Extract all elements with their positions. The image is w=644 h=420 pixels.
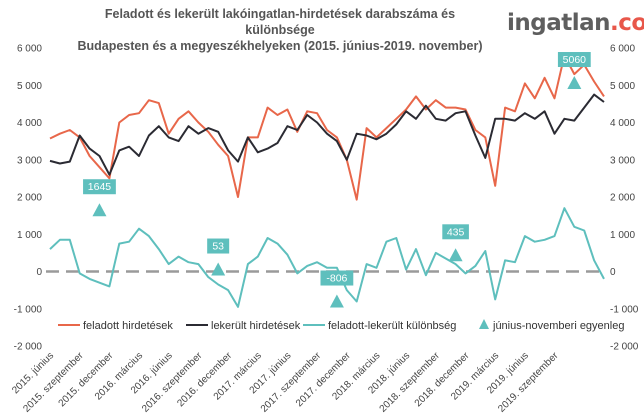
callout-box bbox=[442, 224, 469, 240]
y-tick-label-left: 5 000 bbox=[17, 81, 42, 92]
callout-label: 435 bbox=[447, 226, 465, 238]
chart-title: Feladott és lekerült lakóingatlan-hirdet… bbox=[70, 6, 490, 54]
y-tick-label-right: -2 000 bbox=[610, 342, 639, 353]
y-tick-label-right: 3 000 bbox=[610, 155, 635, 166]
legend-swatch-marker bbox=[479, 319, 489, 329]
y-tick-label-left: 3 000 bbox=[17, 155, 42, 166]
y-tick-label-right: -1 000 bbox=[610, 304, 639, 315]
ingatlan-logo: ingatlan.com bbox=[507, 10, 644, 36]
y-tick-label-left: 4 000 bbox=[17, 118, 42, 129]
y-tick-label-right: 6 000 bbox=[610, 44, 635, 55]
y-tick-label-right: 5 000 bbox=[610, 81, 635, 92]
legend-label-marker: június-novemberi egyenleg bbox=[492, 320, 624, 332]
legend-label-lekerult: lekerült hirdetések bbox=[211, 320, 301, 332]
callout-box bbox=[320, 270, 354, 286]
logo-text: ingatlan bbox=[507, 10, 611, 36]
callout-label: 5060 bbox=[563, 54, 587, 66]
balance-marker bbox=[567, 76, 582, 90]
callout-label: 1645 bbox=[88, 181, 112, 193]
balance-marker bbox=[92, 203, 107, 217]
series-line-kulonbseg bbox=[49, 207, 605, 308]
series-line-lekerult bbox=[49, 93, 605, 176]
chart-title-line-2: Budapesten és a megyeszékhelyeken (2015.… bbox=[77, 39, 483, 53]
callout-box bbox=[207, 238, 230, 254]
series-line-feladott bbox=[49, 54, 605, 201]
chart-title-line-1: Feladott és lekerült lakóingatlan-hirdet… bbox=[104, 7, 456, 37]
legend-label-kulonbseg: feladott-lekerült különbség bbox=[328, 320, 456, 332]
y-tick-label-right: 4 000 bbox=[610, 118, 635, 129]
y-tick-label-right: 0 bbox=[610, 267, 616, 278]
balance-marker bbox=[211, 262, 226, 276]
y-tick-label-right: 1 000 bbox=[610, 230, 635, 241]
y-tick-label-left: -1 000 bbox=[14, 304, 43, 315]
balance-marker bbox=[329, 294, 344, 308]
callout-box bbox=[557, 52, 591, 68]
y-tick-label-left: 6 000 bbox=[17, 44, 42, 55]
y-tick-label-left: -2 000 bbox=[14, 342, 43, 353]
callout-label: -806 bbox=[326, 273, 347, 285]
y-tick-label-left: 2 000 bbox=[17, 193, 42, 204]
legend-label-feladott: feladott hirdetések bbox=[83, 320, 173, 332]
y-tick-label-left: 0 bbox=[36, 267, 42, 278]
logo-domain: .com bbox=[610, 10, 644, 36]
y-tick-label-right: 2 000 bbox=[610, 193, 635, 204]
callout-box bbox=[83, 179, 116, 195]
callout-label: 53 bbox=[212, 241, 224, 253]
y-tick-label-left: 1 000 bbox=[17, 230, 42, 241]
balance-marker bbox=[448, 248, 463, 262]
